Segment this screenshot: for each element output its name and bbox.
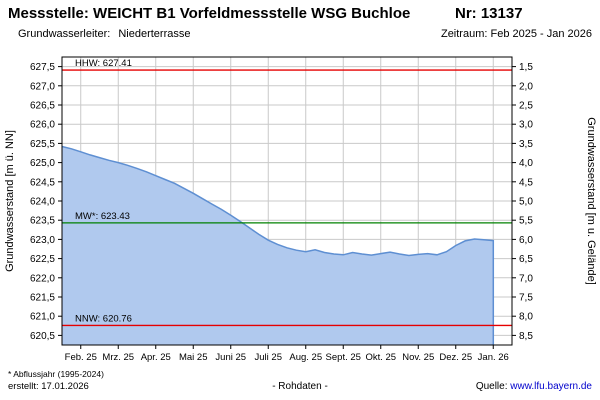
created-date: erstellt: 17.01.2026 bbox=[8, 381, 89, 392]
reference-label-mw: MW*: 623.43 bbox=[75, 211, 130, 222]
chart-layer: HHW: 627.41 MW*: 623.43 NNW: 620.76 620,5 62… bbox=[30, 56, 533, 363]
y-tick-label-right: 8,5 bbox=[519, 331, 533, 342]
aquifer-value: Niederterrasse bbox=[118, 28, 191, 40]
y-tick-label-right: 3,0 bbox=[519, 120, 533, 131]
y-tick-label-left: 625,5 bbox=[30, 139, 55, 150]
y-tick-label-right: 8,0 bbox=[519, 312, 533, 323]
aquifer-line: Grundwasserleiter: Niederterrasse bbox=[18, 28, 190, 40]
x-tick-label: Juli 25 bbox=[255, 352, 282, 363]
y-tick-label-left: 623,0 bbox=[30, 235, 55, 246]
y-tick-label-right: 3,5 bbox=[519, 139, 533, 150]
reference-label-nnw: NNW: 620.76 bbox=[75, 313, 132, 324]
groundwater-area bbox=[62, 146, 494, 345]
y-tick-label-right: 4,5 bbox=[519, 177, 533, 188]
source-line: Quelle: www.lfu.bayern.de bbox=[476, 381, 592, 392]
x-tick-label: Juni 25 bbox=[215, 352, 246, 363]
footnote-abflussjahr: * Abflussjahr (1995-2024) bbox=[8, 369, 104, 379]
y-tick-label-left: 624,0 bbox=[30, 197, 55, 208]
y-tick-label-right: 4,0 bbox=[519, 158, 533, 169]
x-tick-label: Okt. 25 bbox=[365, 352, 396, 363]
y-tick-label-left: 622,5 bbox=[30, 254, 55, 265]
y-tick-label-right: 7,0 bbox=[519, 273, 533, 284]
x-tick-label: Mrz. 25 bbox=[102, 352, 134, 363]
y-axis-label-left: Grundwasserstand [m ü. NN] bbox=[4, 130, 16, 272]
y-tick-label-left: 627,5 bbox=[30, 62, 55, 73]
x-tick-label: Sept. 25 bbox=[326, 352, 361, 363]
y-tick-label-right: 1,5 bbox=[519, 62, 533, 73]
x-tick-label: Apr. 25 bbox=[141, 352, 171, 363]
x-tick-label: Dez. 25 bbox=[439, 352, 472, 363]
y-tick-label-left: 627,0 bbox=[30, 81, 55, 92]
y-tick-label-right: 7,5 bbox=[519, 293, 533, 304]
rohdaten-label: - Rohdaten - bbox=[272, 381, 328, 392]
y-tick-label-left: 626,0 bbox=[30, 120, 55, 131]
station-number: Nr: 13137 bbox=[455, 5, 523, 22]
period-label: Zeitraum: Feb 2025 - Jan 2026 bbox=[440, 28, 592, 40]
x-tick-label: Feb. 25 bbox=[65, 352, 97, 363]
y-tick-label-right: 5,0 bbox=[519, 197, 533, 208]
groundwater-line bbox=[61, 145, 495, 345]
y-tick-label-left: 626,5 bbox=[30, 101, 55, 112]
y-tick-label-right: 2,0 bbox=[519, 81, 533, 92]
x-tick-label: Nov. 25 bbox=[402, 352, 434, 363]
y-tick-label-left: 622,0 bbox=[30, 273, 55, 284]
x-tick-label: Mai 25 bbox=[179, 352, 208, 363]
y-tick-label-right: 6,0 bbox=[519, 235, 533, 246]
y-tick-label-right: 6,5 bbox=[519, 254, 533, 265]
source-label: Quelle: bbox=[475, 381, 508, 392]
y-tick-label-right: 2,5 bbox=[519, 101, 533, 112]
source-link[interactable]: www.lfu.bayern.de bbox=[510, 381, 592, 392]
x-tick-label: Jan. 26 bbox=[478, 352, 509, 363]
y-tick-label-left: 621,5 bbox=[30, 293, 55, 304]
page-title: Messstelle: WEICHT B1 Vorfeldmessstelle … bbox=[8, 5, 411, 22]
y-tick-label-left: 624,5 bbox=[30, 177, 55, 188]
y-tick-label-left: 625,0 bbox=[30, 158, 55, 169]
y-tick-label-left: 620,5 bbox=[30, 331, 55, 342]
y-tick-label-right: 5,5 bbox=[519, 216, 533, 227]
x-tick-label: Aug. 25 bbox=[289, 352, 322, 363]
aquifer-label: Grundwasserleiter: bbox=[18, 28, 111, 40]
y-axis-label-right: Grundwasserstand [m u. Gelände] bbox=[585, 117, 597, 285]
y-tick-label-left: 621,0 bbox=[30, 312, 55, 323]
reference-label-hhw: HHW: 627.41 bbox=[75, 58, 132, 69]
y-tick-label-left: 623,5 bbox=[30, 216, 55, 227]
